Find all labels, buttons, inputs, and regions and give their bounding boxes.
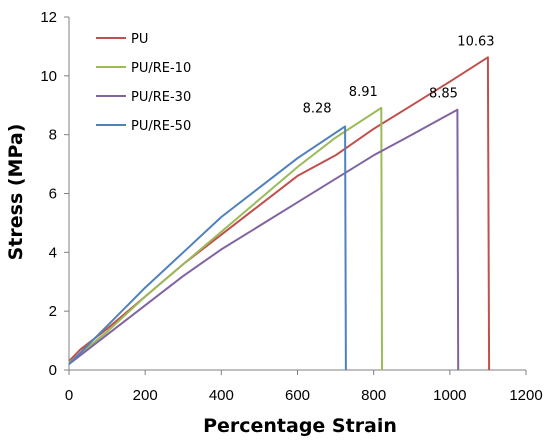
data-label: 10.63 xyxy=(457,34,494,49)
y-axis-title: Stress (MPa) xyxy=(5,124,27,261)
y-tick-label: 0 xyxy=(49,362,57,379)
x-tick-label: 1200 xyxy=(509,387,542,404)
y-tick-label: 4 xyxy=(49,244,57,261)
x-tick-label: 200 xyxy=(133,387,158,404)
x-tick-label: 0 xyxy=(65,387,73,404)
legend: PU PU/RE-10 PU/RE-30 PU/RE-50 xyxy=(96,32,191,134)
y-tick-label: 2 xyxy=(49,303,57,320)
y-tick-label: 8 xyxy=(49,127,57,144)
data-label: 8.28 xyxy=(303,101,332,116)
x-tick-label: 400 xyxy=(209,387,234,404)
series-line-pu xyxy=(68,56,491,371)
data-label: 8.91 xyxy=(349,85,378,100)
series-layer xyxy=(68,56,491,371)
x-tick-label: 1000 xyxy=(433,387,466,404)
y-tick-label: 6 xyxy=(49,186,57,203)
x-tick-label: 800 xyxy=(361,387,386,404)
series-line-pu-re-50 xyxy=(68,125,347,371)
data-labels: 10.63 8.91 8.85 8.28 xyxy=(303,34,495,116)
data-label: 8.85 xyxy=(429,87,458,102)
y-tick-label: 10 xyxy=(40,68,57,85)
x-axis-title: Percentage Strain xyxy=(203,415,397,437)
x-tick-label: 600 xyxy=(285,387,310,404)
series-line-pu-re-30 xyxy=(68,108,460,371)
legend-label: PU/RE-50 xyxy=(131,119,191,134)
y-tick-label: 12 xyxy=(40,9,57,26)
legend-label: PU/RE-30 xyxy=(131,90,191,105)
axes: 0 200 400 600 800 1000 1200 0 2 4 6 8 10 12 xyxy=(40,9,542,404)
legend-label: PU/RE-10 xyxy=(131,61,191,76)
legend-label: PU xyxy=(131,32,148,47)
series-line-pu-re-10 xyxy=(68,106,383,371)
